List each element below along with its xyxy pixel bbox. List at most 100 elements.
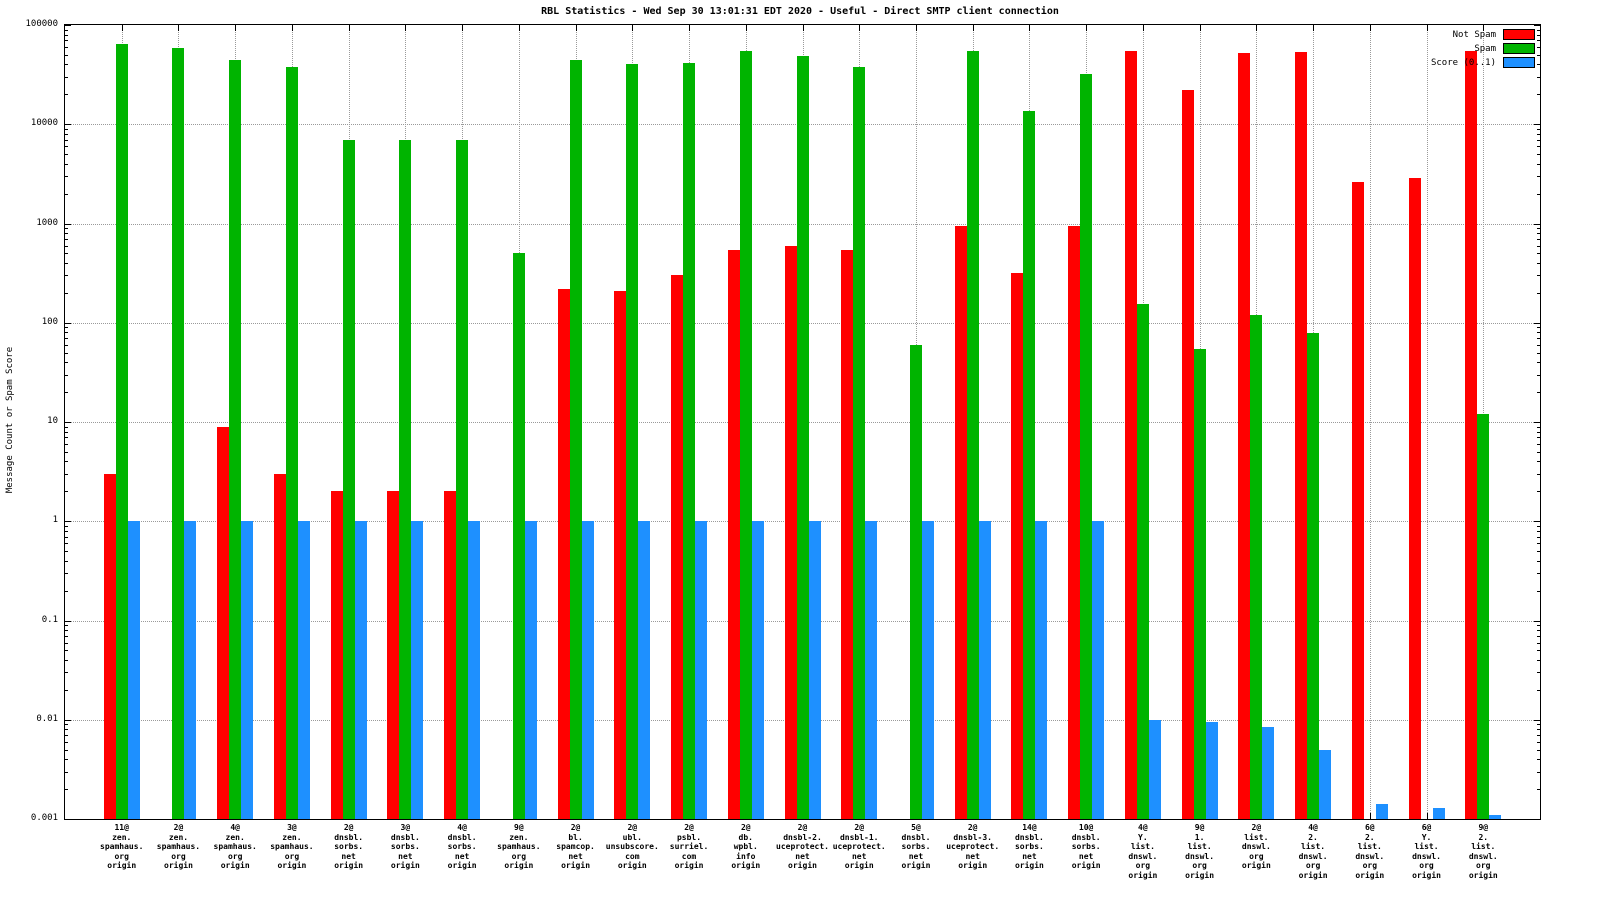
y-axis-minor-tick — [1537, 352, 1540, 354]
x-tick-label: 6@ Y. list. dnswl. org origin — [1412, 823, 1441, 880]
bar-spam-20 — [1250, 314, 1263, 819]
x-axis-tick — [1256, 25, 1258, 31]
y-axis-minor-tick — [65, 759, 68, 761]
x-tick-label: 2@ dnsbl. sorbs. net origin — [334, 823, 364, 870]
y-axis-minor-tick — [1537, 642, 1540, 644]
y-axis-minor-tick — [65, 54, 68, 56]
y-axis-tick — [65, 819, 71, 820]
y-axis-minor-tick — [1537, 338, 1540, 340]
y-tick-label: 0.1 — [41, 614, 58, 625]
y-axis-minor-tick — [1537, 163, 1540, 165]
x-axis-tick — [1369, 25, 1371, 31]
y-axis-minor-tick — [1537, 451, 1540, 453]
y-axis-minor-tick — [1537, 426, 1540, 428]
legend: Not Spam Spam Score (0..1) — [1431, 29, 1535, 68]
bar-score-0-1--6 — [468, 521, 481, 819]
bar-not-spam-3 — [273, 473, 286, 819]
y-axis-minor-tick — [1537, 525, 1540, 527]
x-tick-label: 9@ 2. list. dnswl. org origin — [1468, 823, 1498, 880]
y-axis-minor-tick — [65, 362, 68, 364]
x-axis-tick — [915, 25, 917, 31]
y-axis-minor-tick — [1537, 729, 1540, 731]
y-axis-tick — [65, 124, 71, 126]
legend-entry: Spam — [1431, 43, 1535, 54]
y-axis-minor-tick — [65, 94, 68, 96]
x-tick-label: 11@ zen. spamhaus. org origin — [100, 823, 144, 870]
y-axis-minor-tick — [1537, 724, 1540, 726]
y-axis-minor-tick — [1537, 689, 1540, 691]
y-axis-minor-tick — [65, 233, 68, 235]
bar-not-spam-10 — [671, 275, 684, 819]
x-tick-label: 2@ dnsbl-2. uceprotect. net origin — [776, 823, 829, 870]
y-axis-minor-tick — [1537, 630, 1540, 632]
x-axis-tick — [348, 25, 350, 31]
y-tick-label: 10000 — [30, 118, 58, 129]
y-tick-label: 100 — [41, 316, 58, 327]
bar-score-0-1--8 — [581, 521, 594, 819]
x-tick-label: 2@ dnsbl-1. uceprotect. net origin — [832, 823, 886, 870]
bar-spam-17 — [1080, 74, 1093, 819]
y-axis-minor-tick — [65, 344, 68, 346]
bar-not-spam-6 — [444, 491, 457, 819]
x-tick-label: 4@ zen. spamhaus. org origin — [213, 823, 257, 870]
y-axis-minor-tick — [1537, 133, 1540, 135]
x-axis-tick — [178, 25, 180, 31]
y-axis-minor-tick — [1537, 275, 1540, 277]
bar-spam-3 — [285, 66, 298, 819]
y-axis-minor-tick — [65, 29, 68, 31]
y-axis-minor-tick — [65, 789, 68, 791]
bar-spam-6 — [456, 139, 469, 819]
y-axis-minor-tick — [1537, 238, 1540, 240]
x-axis-tick — [1199, 25, 1201, 31]
bar-score-0-1--24 — [1489, 814, 1502, 819]
grid-line-v — [1369, 25, 1371, 819]
x-axis-tick — [405, 25, 407, 31]
y-axis-minor-tick — [1537, 54, 1540, 56]
y-axis-minor-tick — [65, 560, 68, 562]
y-axis-minor-tick — [1537, 625, 1540, 627]
bar-spam-15 — [966, 50, 979, 819]
y-axis-minor-tick — [1537, 233, 1540, 235]
bar-spam-13 — [853, 66, 866, 819]
y-axis-minor-tick — [65, 642, 68, 644]
y-axis-minor-tick — [65, 253, 68, 255]
y-axis-minor-tick — [65, 672, 68, 674]
x-axis-tick — [291, 25, 293, 31]
x-axis-tick — [518, 25, 520, 31]
bar-score-0-1--9 — [638, 521, 651, 819]
y-axis-minor-tick — [1537, 344, 1540, 346]
bar-not-spam-22 — [1351, 182, 1364, 819]
y-axis-minor-tick — [1537, 34, 1540, 36]
x-tick-label: 2@ dnsbl-3. uceprotect. net origin — [946, 823, 1000, 870]
x-axis-tick — [802, 25, 804, 31]
bar-not-spam-5 — [387, 491, 400, 819]
y-axis-minor-tick — [1537, 672, 1540, 674]
bar-not-spam-12 — [784, 245, 797, 819]
y-axis-minor-tick — [65, 262, 68, 264]
x-tick-label: 6@ 2. list. dnswl. org origin — [1355, 823, 1385, 880]
y-axis-minor-tick — [65, 749, 68, 751]
y-axis-minor-tick — [65, 327, 68, 329]
y-axis-minor-tick — [1537, 332, 1540, 334]
y-axis-minor-tick — [1537, 146, 1540, 148]
bar-score-0-1--18 — [1148, 719, 1161, 819]
x-tick-label: 9@ zen. spamhaus. org origin — [497, 823, 541, 870]
legend-swatch — [1503, 43, 1535, 54]
y-axis-minor-tick — [65, 245, 68, 247]
y-axis-minor-tick — [1537, 94, 1540, 96]
y-axis-minor-tick — [1537, 560, 1540, 562]
y-axis-minor-tick — [65, 444, 68, 446]
y-axis-minor-tick — [65, 437, 68, 439]
y-axis-minor-tick — [65, 352, 68, 354]
y-axis-minor-tick — [65, 630, 68, 632]
bar-score-0-1--14 — [921, 521, 934, 819]
bar-spam-11 — [739, 50, 752, 819]
y-axis-minor-tick — [65, 163, 68, 165]
bar-score-0-1--0 — [127, 521, 140, 819]
y-axis-minor-tick — [1537, 245, 1540, 247]
y-axis-minor-tick — [1537, 64, 1540, 66]
bar-score-0-1--17 — [1092, 521, 1105, 819]
y-axis-minor-tick — [65, 491, 68, 493]
grid-line-v — [1426, 25, 1428, 819]
y-axis-minor-tick — [1537, 193, 1540, 195]
